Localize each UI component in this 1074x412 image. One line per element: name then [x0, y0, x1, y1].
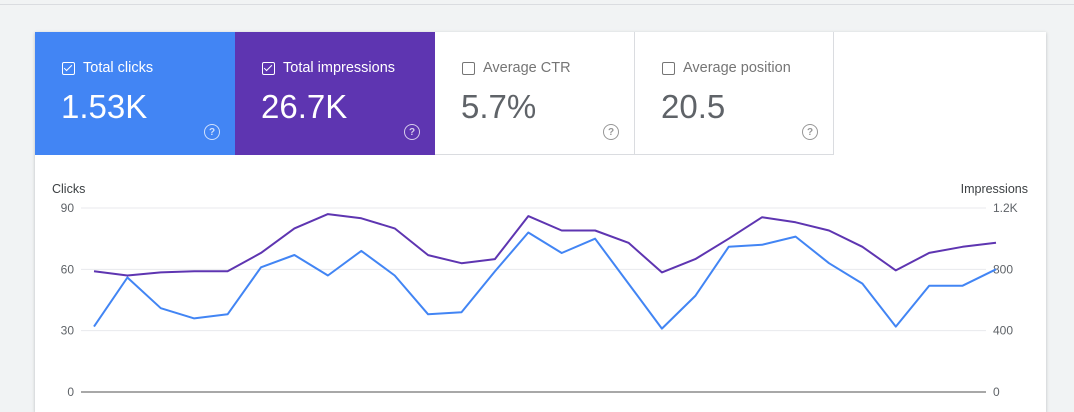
- total-impressions-header: Total impressions: [262, 60, 395, 76]
- average-position-label: Average position: [683, 60, 791, 76]
- right-tick-label: 400: [993, 324, 1013, 338]
- right-axis-title: Impressions: [961, 182, 1028, 196]
- average-ctr-header: Average CTR: [462, 60, 571, 76]
- clicks-series-line[interactable]: [93, 231, 997, 330]
- average-position-value: 20.5: [661, 88, 726, 125]
- average-ctr-label: Average CTR: [483, 60, 571, 76]
- metric-cards: Total clicks 1.53K ? Total impressions 2…: [35, 32, 835, 155]
- top-divider: [0, 4, 1074, 5]
- total-clicks-card[interactable]: Total clicks 1.53K ?: [35, 32, 235, 155]
- checkbox-checked-icon[interactable]: [262, 61, 275, 75]
- average-ctr-card[interactable]: Average CTR 5.7% ?: [435, 32, 635, 155]
- total-clicks-header: Total clicks: [62, 60, 153, 76]
- average-ctr-value: 5.7%: [461, 88, 537, 125]
- average-position-card[interactable]: Average position 20.5 ?: [635, 32, 834, 155]
- impressions-series-line[interactable]: [93, 213, 997, 277]
- checkbox-checked-icon[interactable]: [62, 61, 75, 75]
- checkbox-unchecked-icon[interactable]: [662, 61, 675, 75]
- total-clicks-label: Total clicks: [83, 60, 154, 76]
- left-axis-title: Clicks: [52, 182, 85, 196]
- right-tick-label: 1.2K: [993, 201, 1018, 215]
- total-impressions-value: 26.7K: [261, 88, 348, 125]
- total-clicks-value: 1.53K: [61, 88, 148, 125]
- left-tick-label: 30: [61, 324, 75, 338]
- performance-panel: Total clicks 1.53K ? Total impressions 2…: [35, 32, 1046, 412]
- total-impressions-card[interactable]: Total impressions 26.7K ?: [235, 32, 435, 155]
- checkbox-unchecked-icon[interactable]: [462, 61, 475, 75]
- average-position-header: Average position: [662, 60, 791, 76]
- help-icon[interactable]: ?: [204, 124, 220, 140]
- left-tick-label: 0: [67, 385, 74, 399]
- right-tick-label: 0: [993, 385, 1000, 399]
- left-tick-label: 60: [61, 262, 75, 276]
- total-impressions-label: Total impressions: [283, 60, 396, 76]
- help-icon[interactable]: ?: [802, 124, 818, 140]
- performance-chart[interactable]: Clicks Impressions 90 60 30 0 1.2K 800 400 0: [35, 32, 1046, 404]
- help-icon[interactable]: ?: [404, 124, 420, 140]
- right-tick-label: 800: [993, 262, 1013, 276]
- left-tick-label: 90: [61, 201, 75, 215]
- help-icon[interactable]: ?: [603, 124, 619, 140]
